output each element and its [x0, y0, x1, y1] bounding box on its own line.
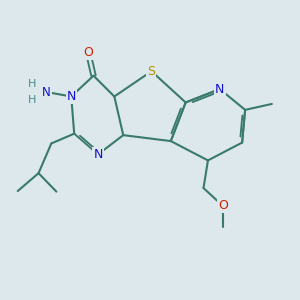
- Text: N: N: [215, 82, 224, 96]
- Text: N: N: [93, 148, 103, 161]
- Text: O: O: [83, 46, 93, 59]
- Text: O: O: [218, 200, 228, 212]
- Text: N: N: [67, 90, 76, 103]
- Text: S: S: [148, 65, 155, 78]
- Text: N: N: [42, 85, 51, 98]
- Text: H: H: [28, 95, 36, 105]
- Text: H: H: [28, 79, 36, 89]
